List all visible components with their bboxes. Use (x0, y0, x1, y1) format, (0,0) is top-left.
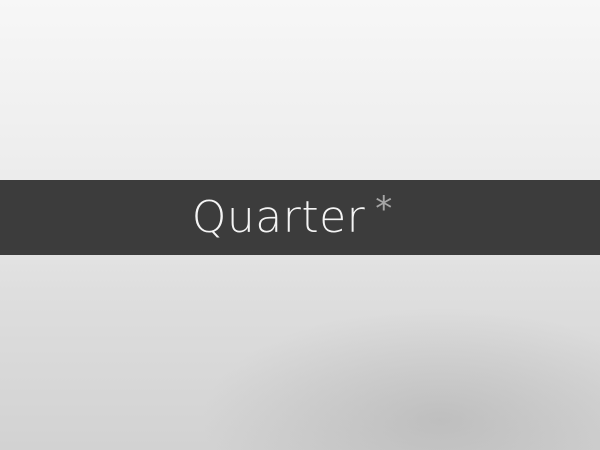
banner-title: Quarter (191, 191, 366, 243)
asterisk-marker: * (375, 188, 393, 229)
banner-text-group: Quarter * (191, 191, 392, 243)
title-banner: Quarter * (0, 180, 600, 255)
